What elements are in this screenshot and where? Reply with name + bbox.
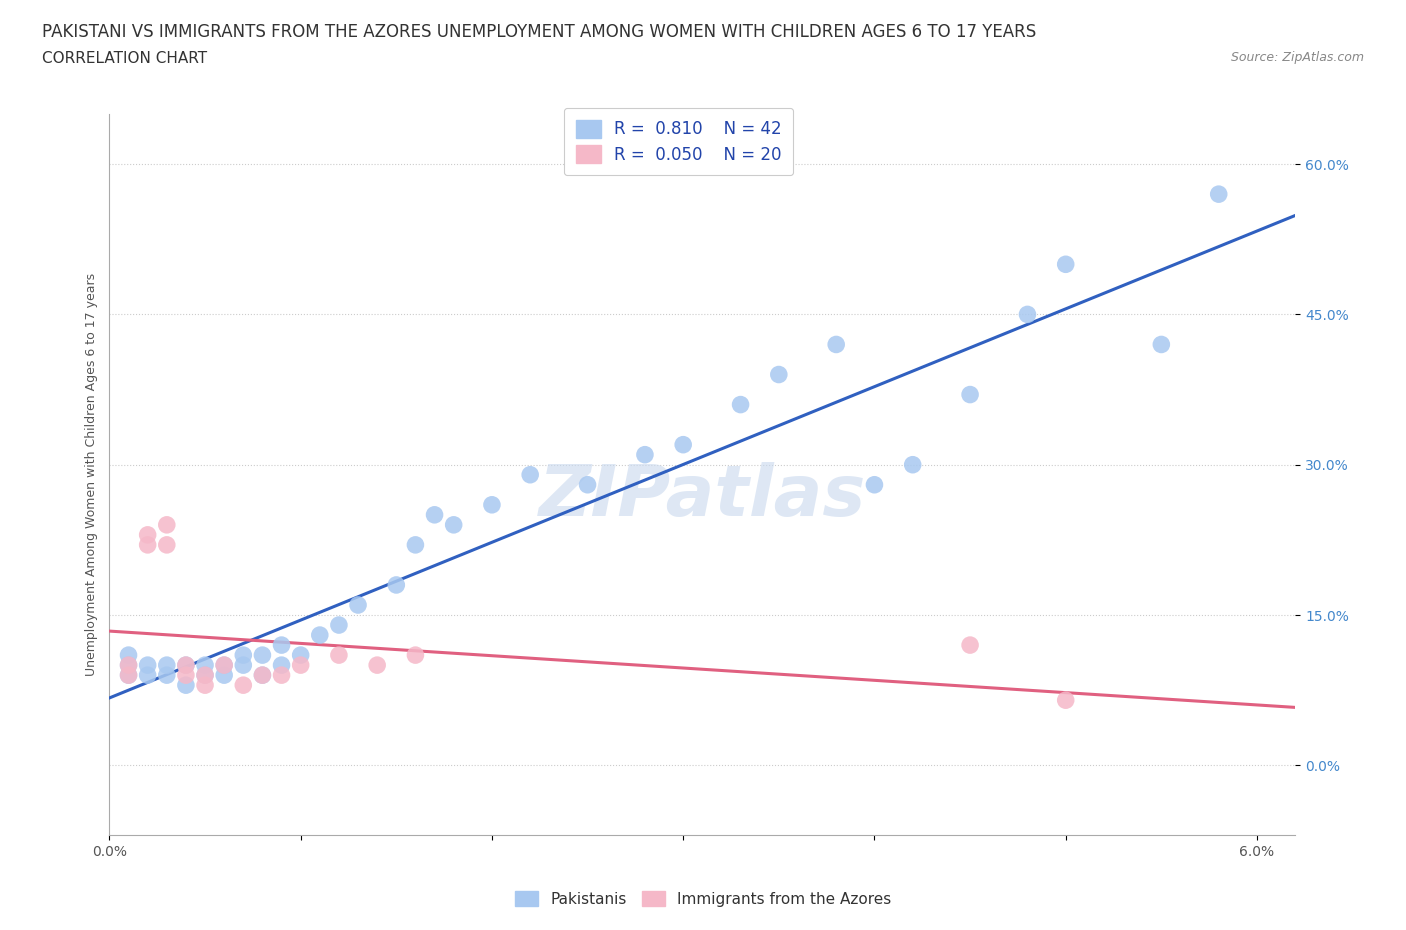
Point [519,467,541,482]
Point [385,578,408,592]
Point [270,668,292,683]
Point [252,647,274,662]
Text: CORRELATION CHART: CORRELATION CHART [42,51,207,66]
Point [252,668,274,683]
Text: ZIPatlas: ZIPatlas [538,462,866,531]
Point [404,647,426,662]
Point [117,668,139,683]
Point [768,367,790,382]
Point [156,658,179,672]
Point [634,447,657,462]
Point [174,658,197,672]
Point [174,668,197,683]
Point [1054,693,1077,708]
Point [959,387,981,402]
Point [730,397,752,412]
Point [366,658,388,672]
Point [270,658,292,672]
Point [136,668,159,683]
Point [270,638,292,653]
Point [117,658,139,672]
Point [1150,337,1173,352]
Point [212,658,235,672]
Point [194,668,217,683]
Point [156,668,179,683]
Point [576,477,599,492]
Point [212,658,235,672]
Point [117,647,139,662]
Point [481,498,503,512]
Point [194,658,217,672]
Point [252,668,274,683]
Point [136,538,159,552]
Point [194,668,217,683]
Point [347,598,370,613]
Legend: R =  0.810    N = 42, R =  0.050    N = 20: R = 0.810 N = 42, R = 0.050 N = 20 [564,108,793,175]
Point [825,337,848,352]
Point [443,517,465,532]
Point [194,678,217,693]
Legend: Pakistanis, Immigrants from the Azores: Pakistanis, Immigrants from the Azores [509,885,897,913]
Point [136,527,159,542]
Point [672,437,695,452]
Text: PAKISTANI VS IMMIGRANTS FROM THE AZORES UNEMPLOYMENT AMONG WOMEN WITH CHILDREN A: PAKISTANI VS IMMIGRANTS FROM THE AZORES … [42,23,1036,41]
Point [232,658,254,672]
Y-axis label: Unemployment Among Women with Children Ages 6 to 17 years: Unemployment Among Women with Children A… [86,273,98,676]
Point [232,678,254,693]
Point [174,678,197,693]
Point [156,538,179,552]
Text: Source: ZipAtlas.com: Source: ZipAtlas.com [1230,51,1364,64]
Point [136,658,159,672]
Point [328,647,350,662]
Point [423,508,446,523]
Point [174,658,197,672]
Point [308,628,330,643]
Point [290,658,312,672]
Point [863,477,886,492]
Point [328,618,350,632]
Point [404,538,426,552]
Point [232,647,254,662]
Point [1208,187,1230,202]
Point [117,658,139,672]
Point [1017,307,1039,322]
Point [901,458,924,472]
Point [156,517,179,532]
Point [290,647,312,662]
Point [117,668,139,683]
Point [959,638,981,653]
Point [212,668,235,683]
Point [1054,257,1077,272]
